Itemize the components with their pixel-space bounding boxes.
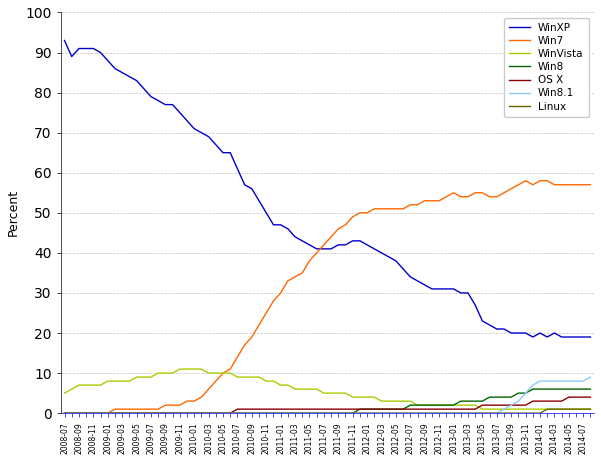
WinXP (529, 334, 537, 340)
WinVista (176, 366, 183, 372)
WinVista (479, 407, 486, 412)
Line: WinXP: WinXP (64, 41, 590, 337)
Win7 (169, 402, 176, 408)
Win7 (356, 210, 364, 216)
WinVista (587, 407, 594, 412)
OS X (234, 407, 241, 412)
Win8 (587, 386, 594, 392)
WinXP (356, 238, 364, 243)
Win8 (349, 410, 356, 416)
Y-axis label: Percent: Percent (7, 189, 20, 236)
Win8.1 (176, 410, 183, 416)
Linux (169, 410, 176, 416)
WinXP (176, 110, 183, 115)
Line: WinVista: WinVista (64, 369, 590, 409)
WinXP (234, 166, 241, 171)
Linux (61, 410, 68, 416)
Win8 (356, 407, 364, 412)
WinVista (356, 394, 364, 400)
Win8.1 (349, 410, 356, 416)
WinXP (544, 334, 551, 340)
Line: Win8.1: Win8.1 (64, 377, 590, 413)
Linux (234, 410, 241, 416)
OS X (565, 394, 572, 400)
WinVista (241, 374, 248, 380)
Linux (176, 410, 183, 416)
OS X (176, 410, 183, 416)
Linux (356, 410, 364, 416)
WinXP (349, 238, 356, 243)
OS X (169, 410, 176, 416)
WinXP (61, 38, 68, 43)
OS X (587, 394, 594, 400)
OS X (349, 407, 356, 412)
Win8 (234, 410, 241, 416)
Line: Linux: Linux (64, 409, 590, 413)
Win8.1 (169, 410, 176, 416)
Line: Win8: Win8 (64, 389, 590, 413)
Win8.1 (356, 410, 364, 416)
Win8 (544, 386, 551, 392)
WinVista (61, 390, 68, 396)
Linux (544, 407, 551, 412)
OS X (356, 407, 364, 412)
Linux (537, 410, 544, 416)
WinVista (364, 394, 371, 400)
WinXP (587, 334, 594, 340)
WinVista (169, 370, 176, 376)
OS X (537, 398, 544, 404)
Win8.1 (587, 374, 594, 380)
Line: OS X: OS X (64, 397, 590, 413)
Win8.1 (537, 378, 544, 384)
WinVista (183, 366, 191, 372)
WinVista (551, 407, 558, 412)
Win7 (522, 178, 529, 183)
Linux (587, 407, 594, 412)
Win8 (169, 410, 176, 416)
Win7 (544, 178, 551, 183)
Win8.1 (61, 410, 68, 416)
Linux (349, 410, 356, 416)
Win7 (349, 214, 356, 219)
Win7 (61, 410, 68, 416)
Win8.1 (234, 410, 241, 416)
Win8 (61, 410, 68, 416)
Win7 (176, 402, 183, 408)
OS X (61, 410, 68, 416)
WinXP (169, 102, 176, 107)
Win7 (587, 182, 594, 188)
Win7 (234, 355, 241, 360)
Win8 (176, 410, 183, 416)
Legend: WinXP, Win7, WinVista, Win8, OS X, Win8.1, Linux: WinXP, Win7, WinVista, Win8, OS X, Win8.… (504, 18, 589, 117)
Win8 (529, 386, 537, 392)
Line: Win7: Win7 (64, 181, 590, 413)
